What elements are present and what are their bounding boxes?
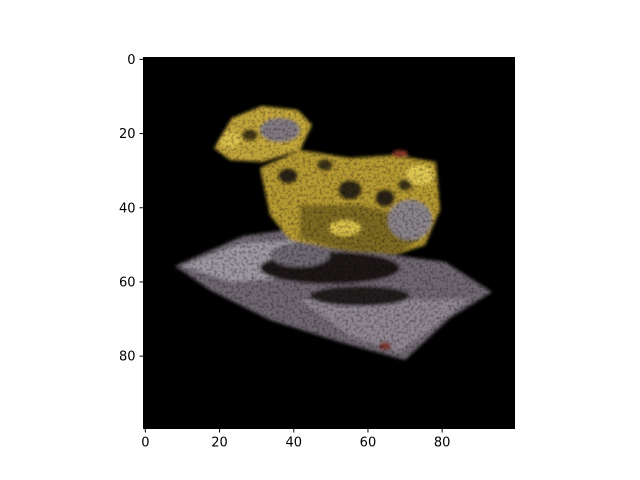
- x-axis: 0 20 40 60 80: [141, 428, 451, 451]
- y-tick-label: 40: [119, 201, 136, 216]
- x-tick-label: 20: [211, 436, 228, 451]
- x-tick-label: 0: [141, 436, 149, 451]
- y-axis: 0 20 40 60 80: [119, 53, 144, 365]
- x-tick-label: 80: [434, 436, 451, 451]
- x-tick-label: 60: [360, 436, 377, 451]
- y-tick-label: 20: [119, 127, 136, 142]
- axes-frame: [143, 57, 515, 429]
- y-tick-label: 0: [127, 53, 135, 68]
- y-tick-label: 60: [119, 275, 136, 290]
- x-tick-label: 40: [285, 436, 302, 451]
- y-tick-label: 80: [119, 350, 136, 365]
- rendered-object: [143, 57, 515, 429]
